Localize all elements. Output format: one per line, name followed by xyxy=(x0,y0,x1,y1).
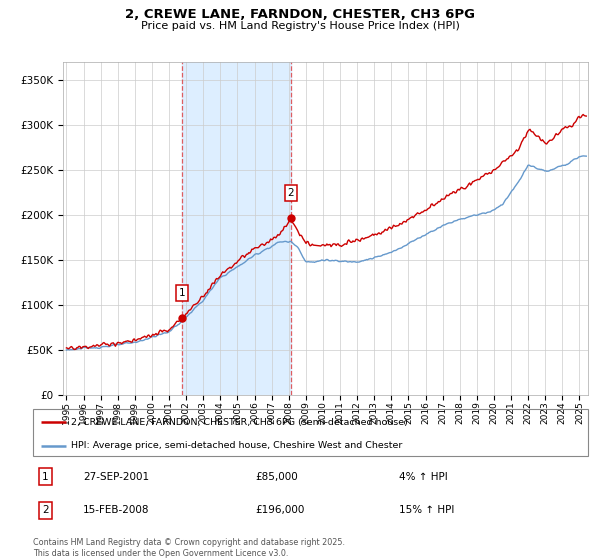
Text: 4% ↑ HPI: 4% ↑ HPI xyxy=(400,472,448,482)
Text: Contains HM Land Registry data © Crown copyright and database right 2025.
This d: Contains HM Land Registry data © Crown c… xyxy=(33,538,345,558)
Text: Price paid vs. HM Land Registry's House Price Index (HPI): Price paid vs. HM Land Registry's House … xyxy=(140,21,460,31)
Text: £196,000: £196,000 xyxy=(255,505,304,515)
Text: 2, CREWE LANE, FARNDON, CHESTER, CH3 6PG: 2, CREWE LANE, FARNDON, CHESTER, CH3 6PG xyxy=(125,8,475,21)
Text: 1: 1 xyxy=(42,472,49,482)
Text: 27-SEP-2001: 27-SEP-2001 xyxy=(83,472,149,482)
Text: 2: 2 xyxy=(287,188,294,198)
Bar xyxy=(182,62,291,395)
Text: 15-FEB-2008: 15-FEB-2008 xyxy=(83,505,149,515)
Text: 15% ↑ HPI: 15% ↑ HPI xyxy=(400,505,455,515)
Text: £85,000: £85,000 xyxy=(255,472,298,482)
Text: 2, CREWE LANE, FARNDON, CHESTER, CH3 6PG (semi-detached house): 2, CREWE LANE, FARNDON, CHESTER, CH3 6PG… xyxy=(71,418,407,427)
Text: 1: 1 xyxy=(179,288,185,298)
Text: HPI: Average price, semi-detached house, Cheshire West and Chester: HPI: Average price, semi-detached house,… xyxy=(71,441,402,450)
Text: 2: 2 xyxy=(42,505,49,515)
